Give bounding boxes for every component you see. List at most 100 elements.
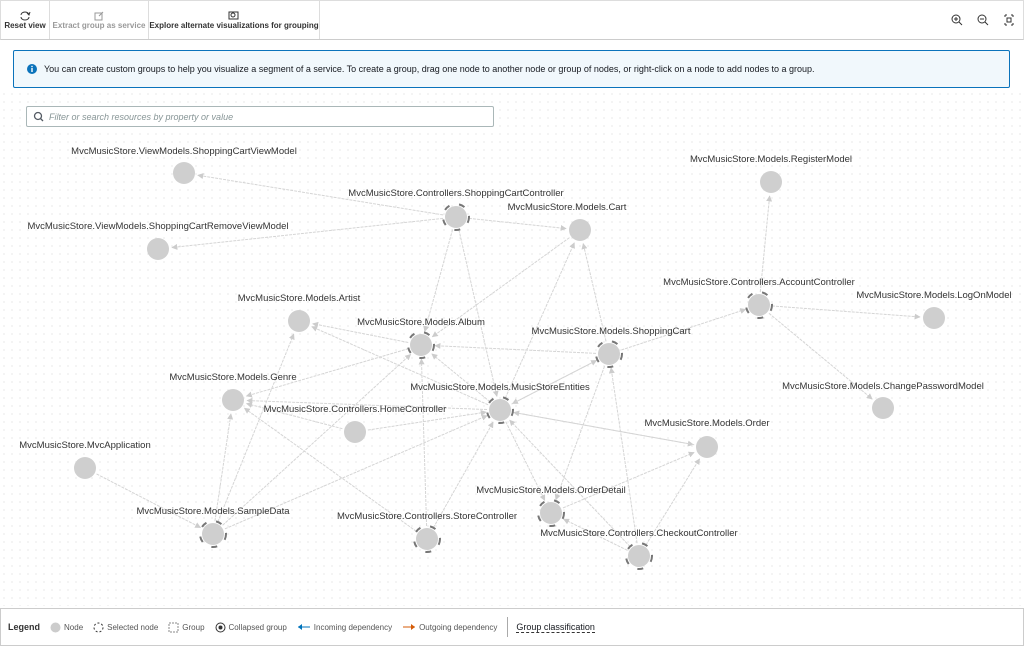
node-label: MvcMusicStore.Models.ChangePasswordModel [782, 381, 984, 392]
node[interactable] [569, 219, 591, 241]
node-ring [595, 340, 623, 368]
node-ring [442, 203, 470, 231]
dependency-edge [768, 312, 873, 400]
node[interactable] [923, 307, 945, 329]
node[interactable] [696, 436, 718, 458]
dependency-edge [434, 342, 597, 354]
legend-label: Outgoing dependency [419, 622, 498, 632]
node-label: MvcMusicStore.Models.ShoppingCart [532, 326, 691, 337]
explore-button[interactable]: Explore alternate visualizations for gro… [149, 1, 320, 39]
dependency-edge [431, 353, 491, 403]
dependency-edge [197, 173, 444, 216]
dependency-edge [504, 242, 575, 399]
icon [168, 622, 179, 632]
node[interactable] [344, 421, 366, 443]
dependency-edge [96, 473, 202, 529]
node-label: MvcMusicStore.Models.LogOnModel [856, 290, 1011, 301]
node[interactable] [74, 457, 96, 479]
legend-label: Node [64, 622, 84, 632]
node-label: MvcMusicStore.Models.MusicStoreEntities [410, 382, 590, 393]
legend-label: Group [182, 622, 205, 632]
dependency-edge [246, 397, 488, 411]
node-label: MvcMusicStore.Models.OrderDetail [476, 485, 625, 496]
info-icon [27, 64, 37, 74]
node[interactable] [489, 399, 511, 421]
legend: Legend Node Selected node Group Collapse… [0, 608, 1024, 646]
button-label: Extract group as service [52, 20, 146, 30]
dependency-edge [423, 229, 454, 333]
node[interactable] [872, 397, 894, 419]
node-ring [407, 331, 435, 359]
info-alert: You can create custom groups to help you… [13, 50, 1010, 88]
node-label: MvcMusicStore.Controllers.StoreControlle… [337, 511, 517, 522]
dependency-edge [468, 217, 567, 231]
node[interactable] [288, 310, 310, 332]
node[interactable] [147, 238, 169, 260]
dependency-edge [608, 367, 638, 544]
icon [94, 11, 104, 20]
node[interactable] [598, 343, 620, 365]
zoom-controls[interactable] [949, 13, 1019, 27]
node-label: MvcMusicStore.Models.SampleData [136, 506, 290, 517]
info-message: You can create custom groups to help you… [44, 64, 815, 74]
node[interactable] [173, 162, 195, 184]
icon [297, 624, 310, 630]
icon [50, 622, 61, 632]
node-ring [625, 542, 653, 570]
node-label: MvcMusicStore.ViewModels.ShoppingCartRem… [27, 221, 288, 232]
node-ring [745, 291, 773, 319]
node[interactable] [540, 502, 562, 524]
node[interactable] [222, 389, 244, 411]
graph-background [0, 90, 1022, 606]
dependency-edge [581, 243, 607, 342]
node-label: MvcMusicStore.Models.Order [644, 418, 769, 429]
legend-label: Incoming dependency [313, 622, 393, 632]
node[interactable] [410, 334, 432, 356]
dependency-edge [214, 413, 234, 522]
node-ring [413, 525, 441, 553]
icon [403, 624, 416, 630]
dependency-edge [243, 407, 417, 532]
reset-view-button[interactable]: Reset view [1, 1, 50, 39]
legend-item: Incoming dependency [297, 623, 392, 632]
node-label: MvcMusicStore.Models.Genre [169, 372, 296, 383]
search-placeholder: Filter or search resources by property o… [49, 111, 234, 122]
button-label: Reset view [4, 20, 46, 30]
button-label: Explore alternate visualizations for gro… [149, 20, 319, 30]
dependency-edge [554, 366, 606, 501]
dependency-edge [217, 333, 295, 523]
search-icon [33, 111, 44, 121]
dependency-edge [771, 305, 921, 320]
node-label: MvcMusicStore.Models.Album [357, 317, 485, 328]
icon [228, 11, 239, 19]
dependency-edge [245, 402, 343, 430]
node[interactable] [628, 545, 650, 567]
node[interactable] [416, 528, 438, 550]
dependency-edge [245, 348, 409, 398]
dependency-edge [458, 229, 499, 397]
dependency-edge [513, 410, 695, 446]
dependency-edge [431, 237, 570, 338]
dependency-edge [224, 414, 488, 530]
search-box[interactable]: Filter or search resources by property o… [26, 106, 494, 127]
group-classification-link[interactable]: Group classification [516, 621, 595, 633]
node-label: MvcMusicStore.ViewModels.ShoppingCartVie… [71, 146, 297, 157]
node[interactable] [445, 206, 467, 228]
legend-label: Selected node [107, 622, 159, 632]
node[interactable] [748, 294, 770, 316]
node-label: MvcMusicStore.Controllers.AccountControl… [663, 277, 855, 288]
icon [93, 622, 104, 632]
node[interactable] [760, 171, 782, 193]
legend-label: Collapsed group [228, 622, 287, 632]
legend-item: Node [50, 622, 83, 633]
node-label: MvcMusicStore.Models.Artist [238, 293, 361, 304]
dependency-graph[interactable]: MvcMusicStore.ViewModels.ShoppingCartVie… [0, 0, 1024, 606]
dependency-edge [562, 451, 695, 509]
legend-item: Outgoing dependency [402, 623, 497, 632]
dependency-edge [621, 308, 747, 351]
node-label: MvcMusicStore.MvcApplication [19, 440, 150, 451]
divider [507, 617, 509, 637]
extract-group-button[interactable]: Extract group as service [50, 1, 149, 39]
node[interactable] [202, 523, 224, 545]
